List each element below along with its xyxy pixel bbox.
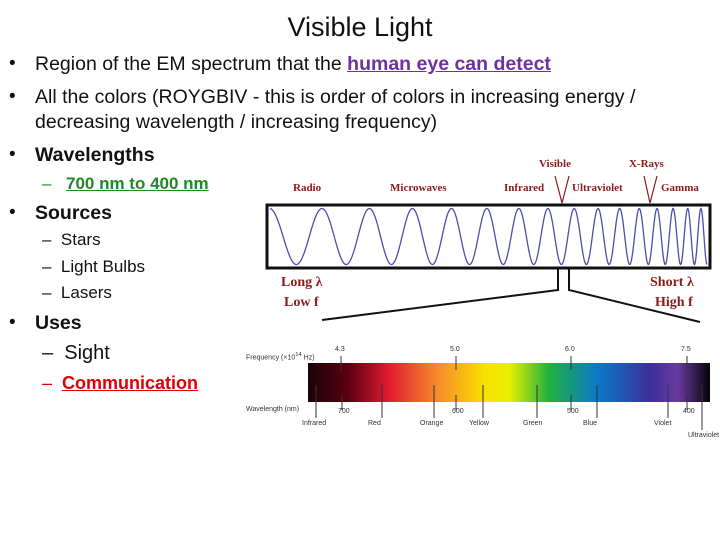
color-label-infrared: Infrared	[302, 420, 327, 427]
bullet-icon: •	[9, 144, 16, 165]
visible-spectrum-bar	[308, 363, 710, 402]
zoom-line-left	[321, 268, 559, 321]
color-label-ultraviolet: Ultraviolet	[688, 432, 720, 439]
label-infrared: Infrared	[504, 182, 545, 194]
bullet-icon: •	[9, 86, 16, 107]
use-item: – Communication	[42, 373, 199, 393]
bullet-sources: Sources	[35, 202, 112, 224]
bullet-wavelengths: Wavelengths	[35, 144, 155, 166]
use-sight: Sight	[64, 342, 110, 364]
wavelength-tick-label: 400	[683, 408, 695, 415]
use-item: – Sight	[42, 342, 110, 364]
source-light-bulbs: Light Bulbs	[60, 257, 146, 276]
label-low-frequency: Low f	[284, 295, 319, 310]
label-short-wavelength: Short λ	[650, 275, 694, 290]
color-label-blue: Blue	[583, 420, 598, 427]
wavelength-tick-label: 600	[452, 408, 464, 415]
source-item: – Lasers	[42, 283, 112, 302]
label-ultraviolet: Ultraviolet	[572, 182, 623, 194]
frequency-tick-label: 5.0	[450, 346, 460, 353]
label-high-frequency: High f	[655, 295, 693, 310]
label-visible: Visible	[539, 158, 571, 170]
zoom-line-right	[568, 268, 701, 323]
source-item: – Light Bulbs	[42, 257, 146, 276]
visible-pointer	[554, 175, 570, 206]
label-xrays: X-Rays	[629, 158, 664, 170]
frequency-axis-label: Frequency (×1014 Hz)	[246, 352, 315, 362]
bullet-icon: •	[9, 53, 16, 74]
bullet-icon: •	[9, 312, 16, 333]
color-label-yellow: Yellow	[469, 420, 489, 427]
label-gamma: Gamma	[661, 182, 699, 194]
em-wave	[269, 207, 708, 266]
human-eye-link[interactable]: human eye can detect	[347, 53, 551, 75]
bullet-text: Region of the EM spectrum that the	[35, 53, 348, 75]
label-radio: Radio	[293, 182, 322, 194]
source-item: – Stars	[42, 230, 101, 249]
dash-icon: –	[42, 174, 52, 193]
label-microwaves: Microwaves	[390, 182, 447, 194]
frequency-tick-label: 4.3	[335, 346, 345, 353]
slide-title: Visible Light	[287, 12, 433, 42]
wavelength-tick-label: 500	[567, 408, 579, 415]
wavelength-tick-label: 700	[338, 408, 350, 415]
frequency-tick-label: 6.0	[565, 346, 575, 353]
bullet-region: Region of the EM spectrum that the human…	[35, 53, 551, 76]
bullet-icon: •	[9, 202, 16, 223]
color-label-red: Red	[368, 420, 381, 427]
communication-link[interactable]: Communication	[62, 373, 199, 393]
frequency-tick-label: 7.5	[681, 346, 691, 353]
bullet-colors-line1: All the colors (ROYGBIV - this is order …	[35, 86, 636, 108]
color-label-green: Green	[523, 420, 543, 427]
xray-pointer	[643, 175, 658, 204]
bullet-uses: Uses	[35, 312, 82, 334]
label-long-wavelength: Long λ	[281, 275, 323, 290]
color-label-orange: Orange	[420, 420, 444, 427]
color-label-violet: Violet	[654, 420, 672, 427]
wavelength-range-link[interactable]: 700 nm to 400 nm	[66, 174, 209, 193]
source-lasers: Lasers	[60, 283, 112, 302]
wavelength-axis-label: Wavelength (nm)	[246, 406, 300, 413]
source-stars: Stars	[60, 230, 101, 249]
bullet-colors-line2: decreasing wavelength / increasing frequ…	[35, 111, 438, 133]
